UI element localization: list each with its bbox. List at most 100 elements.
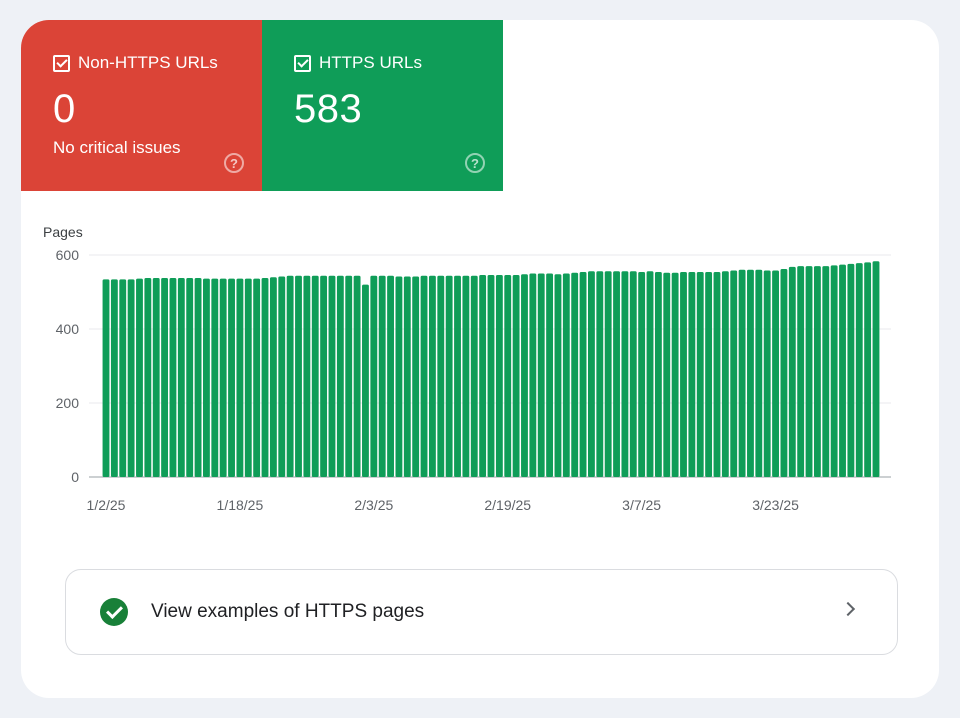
chart-bar[interactable]: [487, 274, 495, 477]
chart-bar[interactable]: [219, 278, 227, 477]
chart-bar[interactable]: [387, 275, 394, 477]
chart-bar[interactable]: [629, 271, 637, 477]
chart-bar[interactable]: [504, 274, 512, 477]
chart-bar[interactable]: [839, 264, 846, 477]
chart-bar[interactable]: [830, 265, 838, 477]
chart-bar[interactable]: [445, 275, 453, 477]
chart-bar[interactable]: [428, 275, 436, 477]
help-circle-icon[interactable]: ?: [465, 153, 485, 173]
chart-bar[interactable]: [562, 273, 570, 478]
chart-bar[interactable]: [203, 278, 210, 477]
chart-bar[interactable]: [194, 277, 202, 477]
chart-bar[interactable]: [244, 278, 252, 477]
chart-bar[interactable]: [872, 261, 880, 477]
chart-bar[interactable]: [588, 271, 595, 477]
chart-bar[interactable]: [495, 274, 503, 477]
chart-bar[interactable]: [805, 266, 813, 477]
chart-bar[interactable]: [713, 272, 721, 477]
chart-bar[interactable]: [144, 277, 152, 477]
chart-bar[interactable]: [797, 266, 805, 477]
chart-bar[interactable]: [295, 275, 302, 477]
chart-bar[interactable]: [763, 270, 771, 477]
chart-bar[interactable]: [537, 273, 545, 478]
chart-bar[interactable]: [772, 270, 779, 477]
chart-bar[interactable]: [604, 271, 612, 477]
chart-bar[interactable]: [378, 275, 386, 477]
chart-bar[interactable]: [269, 277, 277, 477]
non-https-urls-tile[interactable]: Non-HTTPS URLs 0 No critical issues ?: [21, 20, 262, 191]
chart-bar[interactable]: [688, 272, 696, 477]
chart-bar[interactable]: [119, 279, 127, 477]
chart-bar[interactable]: [311, 275, 319, 477]
chart-bar[interactable]: [788, 266, 796, 477]
https-checkbox-icon[interactable]: [294, 54, 311, 72]
chart-bar[interactable]: [127, 279, 135, 477]
chart-bar[interactable]: [738, 269, 746, 477]
chart-bar[interactable]: [152, 277, 160, 477]
chart-bar[interactable]: [236, 278, 244, 477]
chart-bar[interactable]: [412, 276, 420, 477]
chart-bar[interactable]: [479, 274, 487, 477]
chart-bar[interactable]: [177, 277, 185, 477]
chart-bar[interactable]: [102, 279, 110, 477]
chart-bar[interactable]: [571, 272, 579, 477]
chart-bar[interactable]: [161, 277, 169, 477]
chart-bar[interactable]: [228, 278, 235, 477]
chart-bar[interactable]: [462, 275, 470, 477]
chart-bar[interactable]: [521, 274, 528, 477]
chart-bar[interactable]: [654, 272, 662, 477]
chart-bar[interactable]: [186, 277, 194, 477]
chart-bar[interactable]: [747, 269, 754, 477]
non-https-checkbox-icon[interactable]: [53, 54, 70, 72]
chart-bar[interactable]: [253, 278, 261, 477]
chart-bar[interactable]: [286, 275, 294, 477]
chart-bar[interactable]: [864, 262, 872, 477]
chart-bar[interactable]: [278, 276, 286, 477]
chart-bar[interactable]: [345, 275, 353, 477]
chart-bar[interactable]: [470, 275, 478, 477]
https-urls-tile[interactable]: HTTPS URLs 583 ?: [262, 20, 503, 191]
chart-bar[interactable]: [336, 275, 344, 477]
chart-bar[interactable]: [395, 276, 403, 477]
chart-bar[interactable]: [353, 275, 361, 477]
chart-bar[interactable]: [671, 272, 679, 477]
chart-bar[interactable]: [211, 278, 219, 477]
chart-bar[interactable]: [730, 270, 738, 477]
chart-bar[interactable]: [261, 277, 269, 477]
chart-bar[interactable]: [454, 275, 461, 477]
chart-bar[interactable]: [596, 271, 604, 477]
chart-bar[interactable]: [813, 266, 821, 477]
chart-bar[interactable]: [303, 275, 311, 477]
chart-bar[interactable]: [646, 271, 654, 477]
chart-bar[interactable]: [621, 271, 629, 477]
chart-bar[interactable]: [136, 278, 143, 477]
chart-bar[interactable]: [721, 271, 729, 477]
chart-bar[interactable]: [696, 272, 704, 477]
chart-bar[interactable]: [780, 269, 788, 477]
chart-bar[interactable]: [328, 275, 336, 477]
chart-bar[interactable]: [638, 272, 646, 477]
chart-bar[interactable]: [705, 272, 713, 477]
chart-bar[interactable]: [512, 274, 520, 477]
chart-bar[interactable]: [529, 273, 537, 478]
help-circle-icon[interactable]: ?: [224, 153, 244, 173]
chart-bar[interactable]: [110, 279, 118, 477]
chart-bar[interactable]: [579, 272, 587, 477]
chart-bar[interactable]: [546, 273, 554, 478]
chart-bar[interactable]: [403, 276, 411, 477]
chart-bar[interactable]: [855, 263, 863, 477]
chart-bar[interactable]: [169, 277, 177, 477]
chart-bar[interactable]: [822, 266, 830, 477]
chart-bar[interactable]: [755, 269, 763, 477]
chart-bar[interactable]: [613, 271, 620, 477]
chart-bar[interactable]: [680, 272, 687, 477]
chart-bar[interactable]: [320, 275, 328, 477]
chart-bar[interactable]: [362, 284, 369, 477]
chart-bar[interactable]: [420, 275, 428, 477]
chart-bar[interactable]: [554, 274, 562, 477]
chart-bar[interactable]: [437, 275, 445, 477]
chart-bar[interactable]: [847, 263, 855, 477]
chart-bar[interactable]: [663, 272, 671, 477]
chart-bar[interactable]: [370, 275, 378, 477]
view-examples-button[interactable]: View examples of HTTPS pages: [65, 569, 898, 655]
